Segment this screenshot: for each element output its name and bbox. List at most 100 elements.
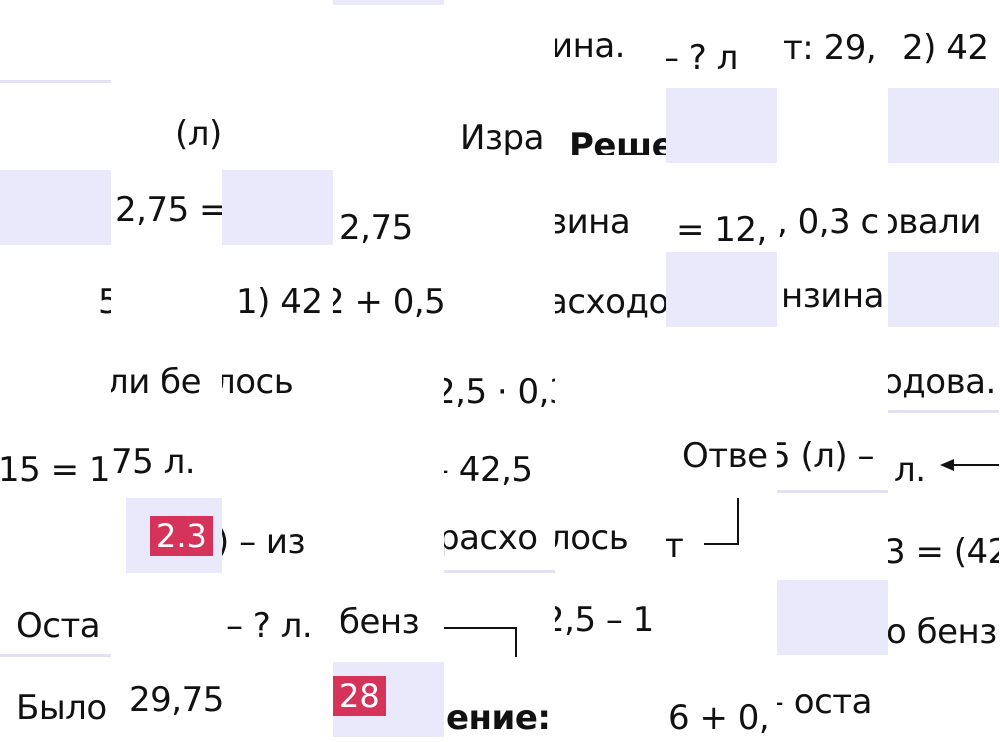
puzzle-tile[interactable]: зина: [555, 172, 666, 247]
puzzle-tile[interactable]: 2) 42: [888, 0, 999, 75]
empty-slot[interactable]: [666, 252, 777, 327]
puzzle-tile[interactable]: [555, 338, 666, 413]
tile-text: бенз: [339, 602, 420, 642]
tile-text: овали: [888, 202, 982, 242]
puzzle-tile[interactable]: [0, 498, 111, 573]
puzzle-tile[interactable]: 75 л.: [111, 418, 222, 493]
tile-text: – ? л.: [226, 606, 313, 646]
puzzle-tile[interactable]: [777, 498, 888, 573]
puzzle-tile[interactable]: [222, 418, 333, 493]
puzzle-tile[interactable]: [888, 666, 999, 741]
arrow-left-icon: [940, 459, 999, 471]
tile-text: ) – из: [222, 522, 306, 562]
puzzle-tile[interactable]: [222, 80, 333, 155]
empty-slot[interactable]: 28: [333, 662, 444, 737]
tile-text: 2,5 – 1: [555, 600, 654, 640]
puzzle-tile[interactable]: ли бе: [111, 338, 222, 413]
puzzle-tile[interactable]: Оста: [0, 582, 111, 657]
puzzle-tile[interactable]: нзина: [777, 256, 888, 331]
puzzle-tile[interactable]: [666, 338, 777, 413]
puzzle-tile[interactable]: [777, 80, 888, 155]
puzzle-tile[interactable]: [777, 338, 888, 413]
puzzle-tile[interactable]: л.: [888, 418, 999, 493]
puzzle-tile[interactable]: [666, 582, 777, 657]
puzzle-tile[interactable]: Отве: [666, 418, 777, 493]
puzzle-tile[interactable]: [555, 418, 666, 493]
puzzle-tile[interactable]: [111, 582, 222, 657]
tile-text: Изра: [460, 118, 544, 155]
puzzle-tile[interactable]: Было: [0, 666, 111, 741]
empty-slot[interactable]: [888, 88, 999, 163]
puzzle-tile[interactable]: , 0,3 с: [777, 172, 888, 247]
empty-slot[interactable]: [222, 170, 333, 245]
tile-text: ение:: [446, 698, 551, 738]
puzzle-tile[interactable]: [333, 80, 444, 155]
puzzle-tile[interactable]: о бенз: [888, 582, 999, 657]
puzzle-tile[interactable]: 29,75: [111, 666, 222, 741]
puzzle-tile[interactable]: 5) · 0,3: [0, 262, 111, 337]
empty-slot[interactable]: [0, 170, 111, 245]
puzzle-tile[interactable]: [555, 666, 666, 741]
puzzle-tile[interactable]: ина.: [555, 0, 666, 75]
puzzle-tile[interactable]: [0, 0, 111, 75]
empty-slot[interactable]: [333, 0, 444, 5]
puzzle-tile[interactable]: Изра: [444, 80, 555, 155]
empty-slot[interactable]: [666, 88, 777, 163]
puzzle-tile[interactable]: [0, 80, 111, 155]
puzzle-tile[interactable]: (л).: [111, 80, 222, 155]
puzzle-tile[interactable]: [222, 666, 333, 741]
tile-text: , 0,3 с: [777, 202, 879, 242]
puzzle-tile[interactable]: [333, 418, 444, 493]
puzzle-tile[interactable]: [111, 262, 222, 337]
tile-text: 2) 42: [902, 28, 989, 68]
puzzle-tile[interactable]: бенз: [333, 582, 444, 657]
puzzle-tile[interactable]: 6 + 0,: [666, 666, 777, 741]
puzzle-tile[interactable]: Реше: [555, 80, 666, 155]
tile-text: 2,75: [339, 208, 413, 247]
puzzle-tile[interactable]: [444, 262, 555, 337]
tile-text: Отве: [682, 436, 768, 476]
tile-text: 3 = (42: [888, 532, 999, 572]
puzzle-tile[interactable]: лось: [555, 498, 666, 573]
puzzle-tile[interactable]: 2,75 =: [111, 168, 222, 243]
puzzle-tile[interactable]: [444, 172, 555, 247]
puzzle-tile[interactable]: лось: [222, 338, 333, 413]
puzzle-tile[interactable]: [222, 0, 333, 75]
tile-text: т: [666, 526, 684, 566]
puzzle-tile[interactable]: расхо: [444, 498, 555, 573]
tile-rule: [888, 410, 999, 413]
puzzle-tile[interactable]: 15 = 1: [0, 418, 111, 493]
puzzle-tile[interactable]: – ? л.: [222, 582, 333, 657]
puzzle-tile[interactable]: одова.: [888, 338, 999, 413]
puzzle-tile[interactable]: – оста: [777, 666, 888, 741]
puzzle-tile[interactable]: т: 29,: [777, 0, 888, 75]
puzzle-tile[interactable]: [333, 338, 444, 413]
puzzle-tile[interactable]: [0, 338, 111, 413]
tile-text: одова.: [888, 362, 996, 402]
tile-text: асходо: [555, 282, 666, 322]
puzzle-tile[interactable]: 2,75: [333, 172, 444, 247]
puzzle-tile[interactable]: овали: [888, 172, 999, 247]
empty-slot[interactable]: 2.3: [126, 498, 237, 573]
puzzle-tile[interactable]: – ? л: [666, 0, 777, 75]
puzzle-tile[interactable]: [444, 0, 555, 75]
puzzle-tile[interactable]: 5 (л) –: [777, 418, 888, 493]
puzzle-tile[interactable]: ) – из: [222, 498, 333, 573]
puzzle-tile[interactable]: т: [666, 498, 777, 573]
empty-slot[interactable]: [888, 252, 999, 327]
puzzle-tile[interactable]: = 12,: [666, 172, 777, 247]
puzzle-tile[interactable]: асходо: [555, 262, 666, 337]
puzzle-tile[interactable]: [111, 0, 222, 75]
puzzle-tile[interactable]: 2,5 – 1: [555, 582, 666, 657]
puzzle-tile[interactable]: 2,5 · 0,3: [444, 338, 555, 413]
puzzle-tile[interactable]: ение:: [444, 666, 555, 741]
puzzle-tile[interactable]: [333, 498, 444, 573]
tile-text: зина: [555, 202, 631, 242]
tile-text: = 12,: [676, 210, 767, 247]
empty-slot[interactable]: [777, 580, 888, 655]
puzzle-tile[interactable]: – 42,5: [444, 418, 555, 493]
puzzle-tile[interactable]: 3 = (42: [888, 498, 999, 573]
puzzle-tile[interactable]: 2 + 0,5: [333, 262, 444, 337]
puzzle-tile[interactable]: [444, 582, 555, 657]
puzzle-tile[interactable]: 1) 42: [222, 262, 333, 337]
